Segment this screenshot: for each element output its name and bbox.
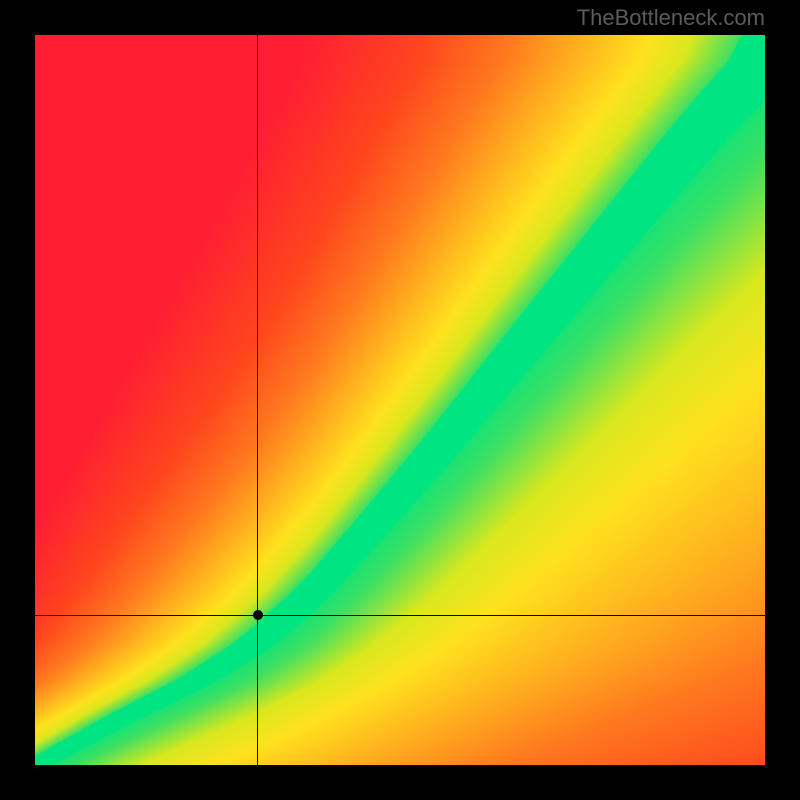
- bottleneck-heatmap: [35, 35, 765, 765]
- selection-marker: [253, 610, 263, 620]
- crosshair-vertical: [257, 35, 258, 765]
- watermark-label: TheBottleneck.com: [577, 5, 765, 31]
- crosshair-horizontal: [35, 615, 765, 616]
- plot-area: [35, 35, 765, 765]
